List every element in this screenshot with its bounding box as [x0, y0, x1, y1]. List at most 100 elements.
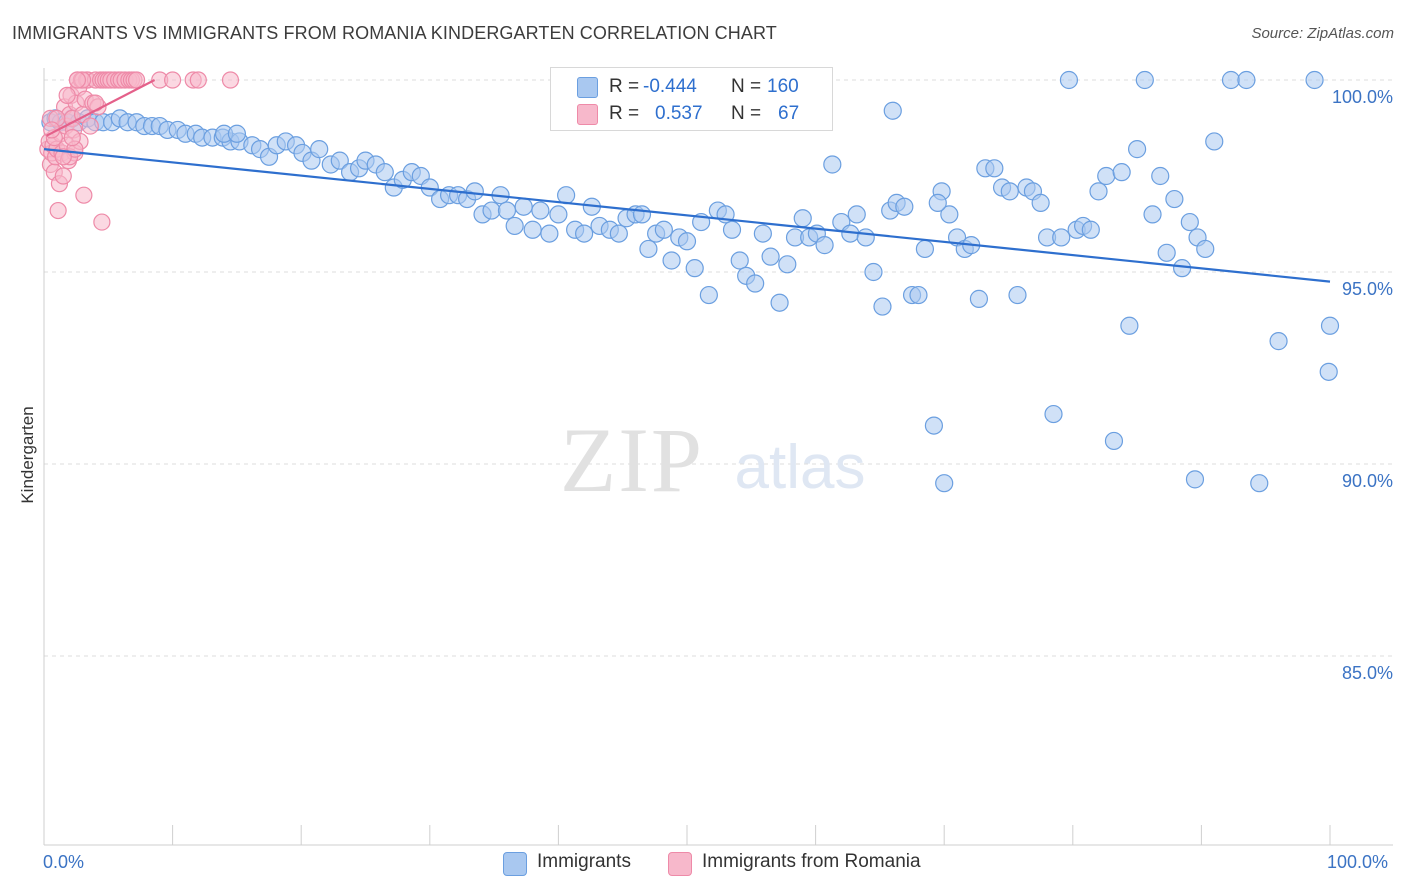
immigrants-point [1151, 166, 1170, 186]
y-tick-label: 85.0% [1342, 663, 1393, 683]
immigrants-point [883, 101, 902, 120]
immigrants-point [1157, 243, 1176, 262]
immigrants-point [632, 205, 652, 224]
gridlines [44, 79, 1393, 657]
immigrants-point [1221, 70, 1241, 90]
immigrants-point [1089, 182, 1108, 201]
immigrants-point [1081, 220, 1100, 239]
x-tick-label-max: 100.0% [1327, 852, 1389, 872]
romania-point [93, 213, 111, 231]
immigrants-point [1320, 316, 1340, 335]
watermark-zip: ZIP [560, 409, 704, 511]
immigrants-point [856, 228, 875, 247]
legend-n-label: N = [731, 76, 762, 97]
series-romania-points [39, 71, 240, 231]
immigrants-point [1097, 166, 1116, 186]
immigrants-point [895, 197, 914, 216]
romania-point [54, 167, 72, 185]
legend-n-value: 67 [778, 103, 800, 124]
y-tick-label: 90.0% [1342, 471, 1393, 491]
immigrants-point [1269, 332, 1288, 351]
bottom-legend-label: Immigrants from Romania [702, 851, 921, 872]
immigrants-point [1120, 316, 1139, 335]
legend-n-label: N = [731, 103, 762, 124]
immigrants-point [730, 251, 749, 270]
immigrants-point [753, 224, 772, 243]
immigrants-point [1143, 205, 1162, 224]
legend-swatch-blue [577, 77, 598, 98]
immigrants-point [1000, 182, 1019, 201]
immigrants-point [746, 274, 765, 293]
immigrants-point [1135, 70, 1154, 90]
immigrants-point [549, 205, 568, 224]
immigrants-point [330, 151, 349, 170]
legend-n-value: 160 [767, 76, 799, 97]
immigrants-point [557, 186, 576, 205]
immigrants-point [1185, 470, 1205, 489]
immigrants-point [1319, 362, 1338, 381]
watermark-atlas: atlas [735, 433, 866, 502]
immigrants-point [1031, 193, 1050, 212]
romania-point [189, 71, 207, 89]
immigrants-point [722, 220, 742, 239]
romania-point [58, 86, 76, 104]
bottom-legend-swatch-blue [503, 852, 527, 876]
immigrants-point [761, 247, 780, 266]
immigrants-point [609, 224, 628, 243]
y-tick-label: 95.0% [1342, 279, 1393, 299]
immigrants-point [823, 155, 842, 174]
romania-point [127, 71, 146, 89]
chart-title: IMMIGRANTS VS IMMIGRANTS FROM ROMANIA KI… [12, 23, 777, 43]
immigrants-point [815, 236, 834, 255]
y-tick-label: 100.0% [1332, 87, 1393, 107]
romania-point [81, 117, 99, 135]
immigrants-point [1173, 259, 1192, 278]
romania-point [221, 71, 240, 89]
legend-r-label: R = [609, 76, 640, 97]
immigrants-point [928, 193, 947, 212]
immigrants-point [969, 289, 989, 308]
immigrants-point [523, 220, 542, 239]
trend-lines [43, 79, 1331, 283]
axes [43, 68, 1393, 846]
immigrants-point [1250, 474, 1269, 493]
immigrants-point [1059, 70, 1079, 90]
immigrants-point [1180, 212, 1199, 232]
immigrants-point [1104, 431, 1124, 451]
immigrants-point [575, 224, 594, 243]
immigrants-point [847, 205, 866, 224]
immigrants-point [531, 201, 550, 220]
immigrants-point [1127, 140, 1147, 159]
immigrants-point [497, 201, 517, 220]
correlation-legend: R = -0.444 N = 160 R = 0.537 N = 67 [550, 67, 833, 131]
immigrants-point [864, 262, 883, 282]
immigrants-point [778, 255, 797, 274]
romania-point [49, 201, 67, 220]
bottom-legend-swatch-pink [668, 852, 692, 876]
immigrants-point [639, 239, 658, 259]
immigrants-point [227, 124, 246, 143]
legend-r-value: 0.537 [655, 103, 703, 124]
immigrants-point [505, 216, 524, 236]
romania-point [68, 71, 87, 89]
immigrants-point [375, 163, 394, 182]
immigrants-point [1305, 70, 1324, 90]
x-tick-label-min: 0.0% [43, 852, 85, 872]
romania-point [164, 71, 182, 89]
immigrants-point [1196, 239, 1215, 259]
bottom-legend-label: Immigrants [537, 851, 631, 872]
immigrants-point [924, 416, 944, 435]
immigrants-point [1165, 189, 1184, 209]
immigrants-point [909, 285, 928, 305]
source-label: Source: ZipAtlas.com [1251, 25, 1394, 42]
romania-point [63, 129, 81, 147]
romania-point [75, 186, 93, 204]
immigrants-point [310, 140, 329, 159]
watermark: ZIP atlas [560, 409, 865, 511]
immigrants-point [915, 239, 935, 259]
legend-swatch-pink [577, 104, 598, 125]
immigrants-point [935, 474, 954, 493]
immigrants-point [662, 251, 681, 270]
immigrants-point [940, 205, 959, 224]
